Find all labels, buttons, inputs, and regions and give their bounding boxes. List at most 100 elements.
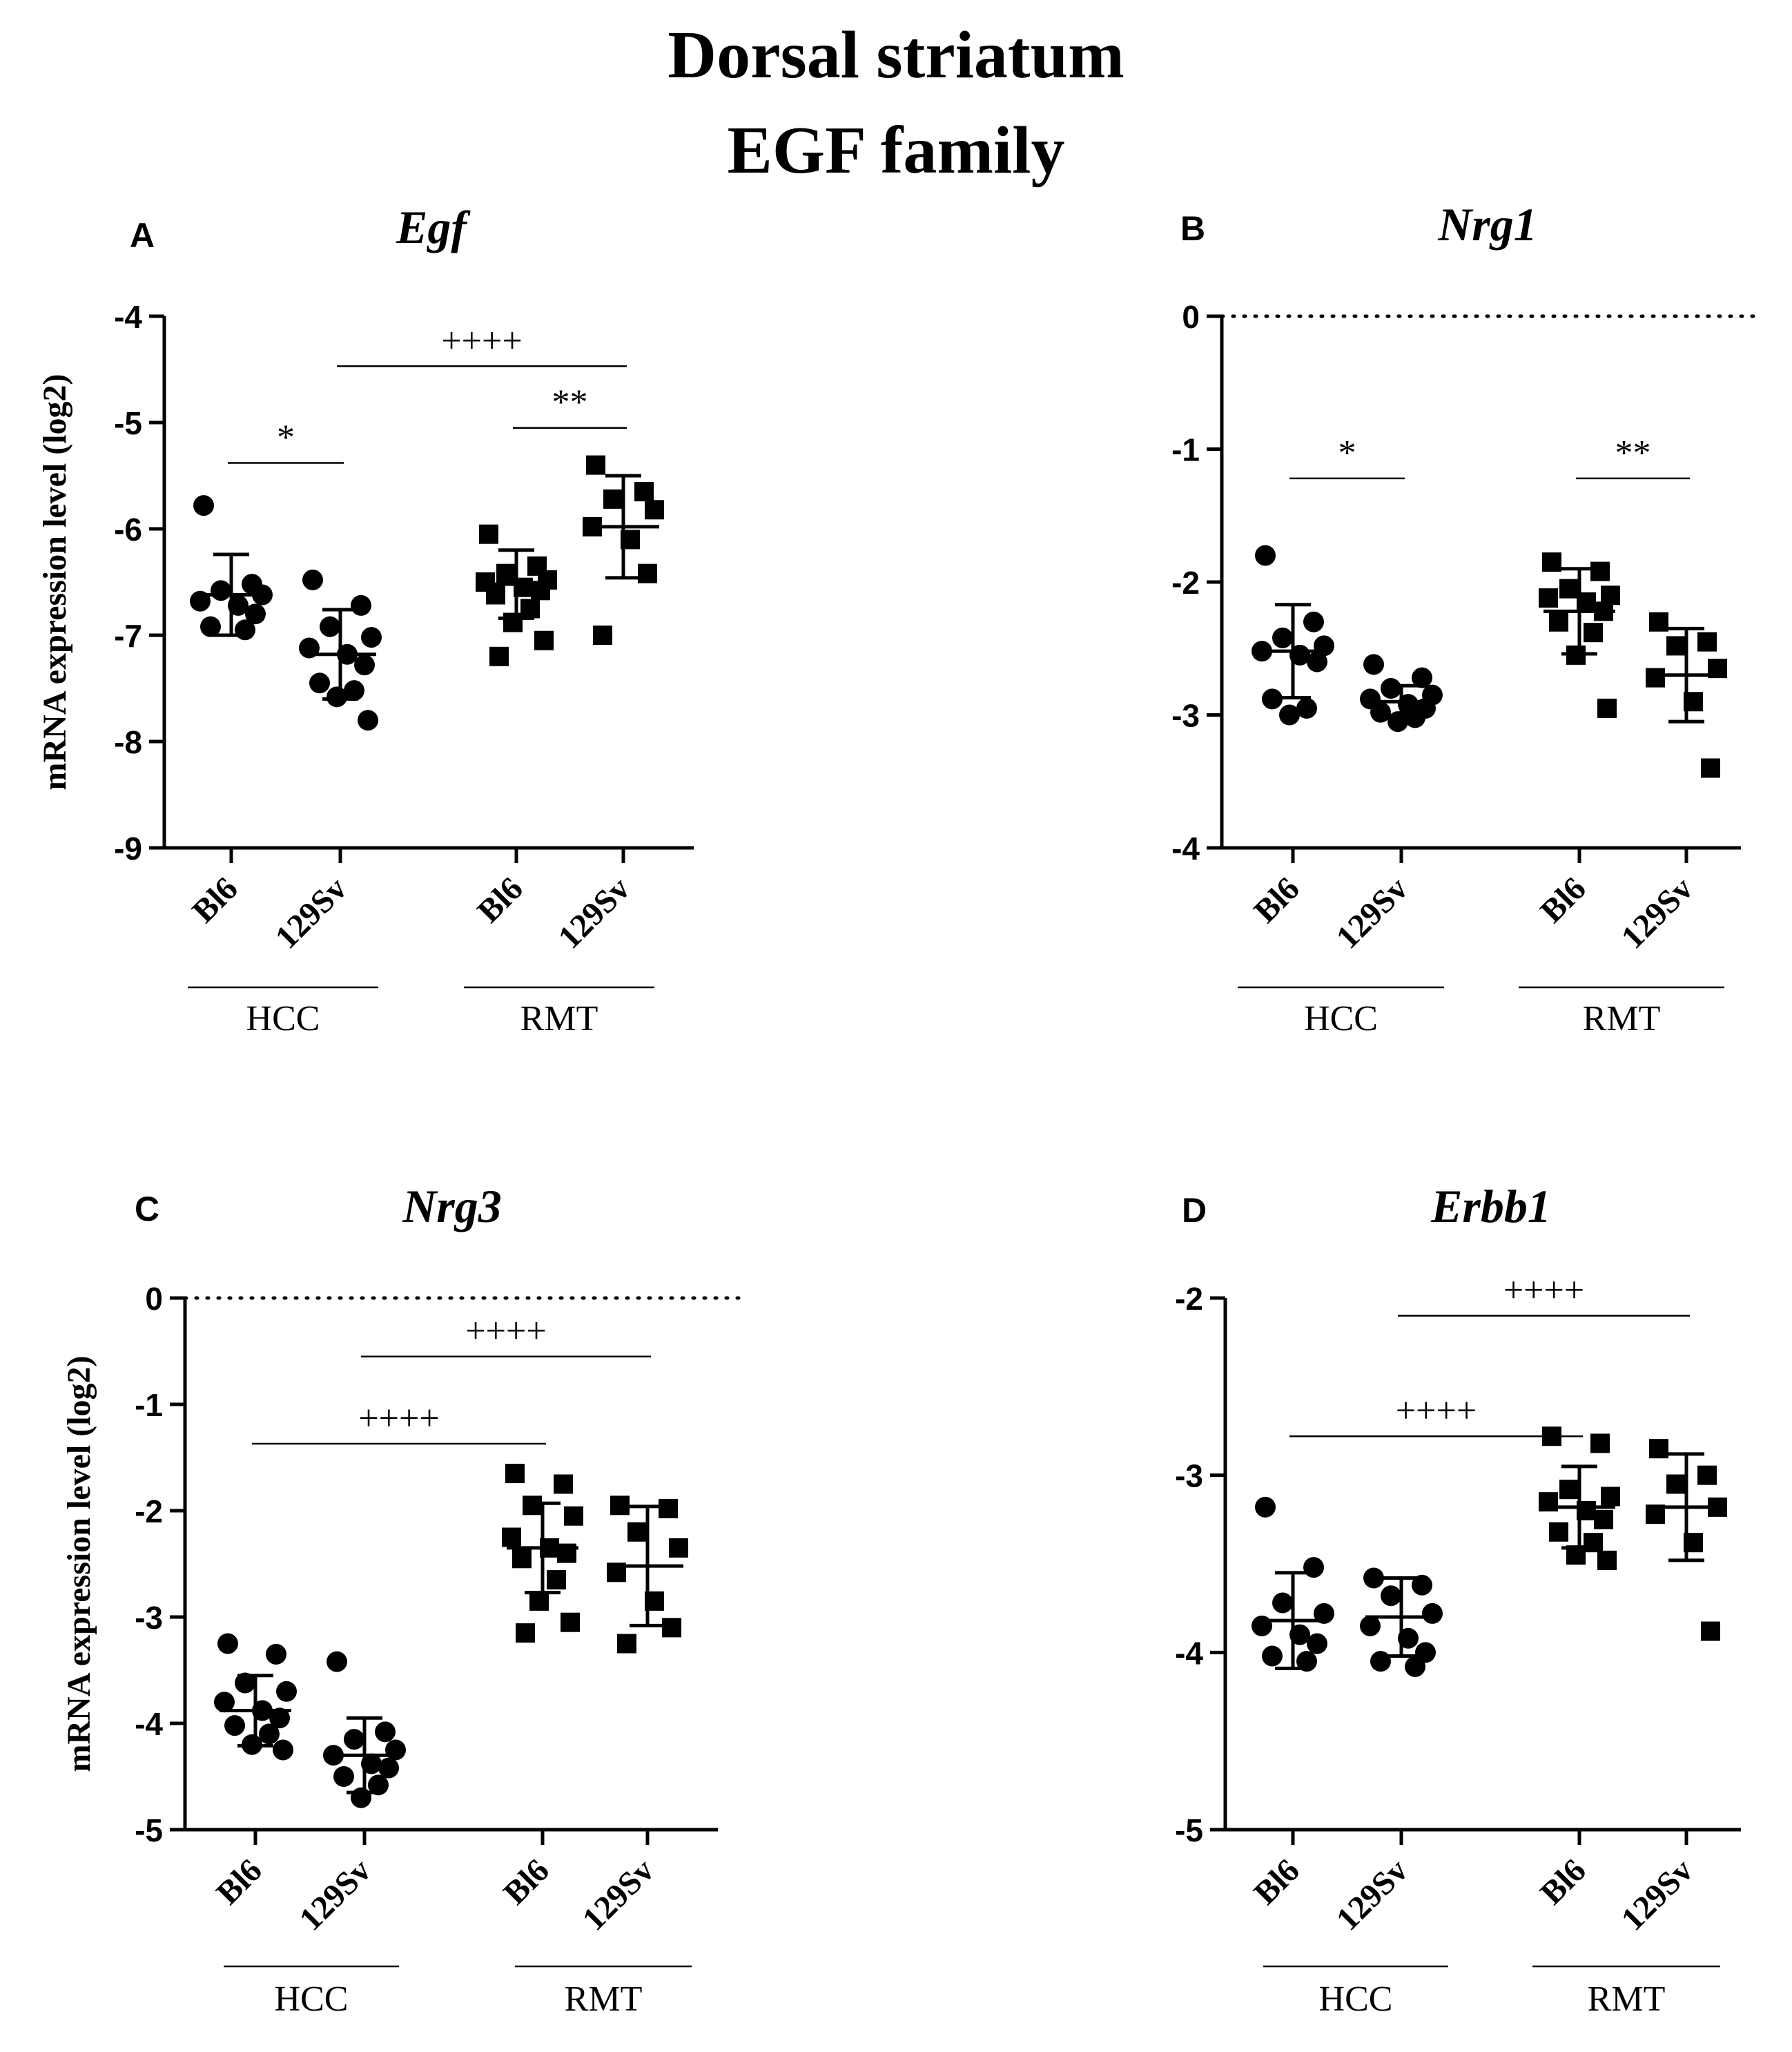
group-label: HCC xyxy=(275,1980,349,2019)
group-label: HCC xyxy=(1304,999,1378,1038)
data-point xyxy=(1559,579,1579,599)
y-tick-label: -3 xyxy=(135,1600,163,1636)
y-tick-label: -4 xyxy=(135,1706,163,1742)
data-point xyxy=(327,1651,347,1672)
data-point xyxy=(1697,1465,1717,1485)
data-point xyxy=(503,612,523,632)
data-point xyxy=(351,1787,371,1808)
data-point xyxy=(638,563,657,583)
panel-title: Nrg3 xyxy=(402,1180,502,1232)
data-point xyxy=(302,569,323,590)
y-tick-label: -7 xyxy=(114,618,142,654)
data-point xyxy=(358,710,378,731)
significance-label: ++++ xyxy=(441,321,522,360)
panels: A Egf -4 -5 -6 -7 -8 -9 mRNA expression level (l… xyxy=(37,198,1764,2019)
data-point xyxy=(273,1739,293,1761)
data-point xyxy=(1422,1603,1443,1624)
data-point xyxy=(1272,1592,1293,1614)
data-point xyxy=(1296,697,1317,719)
panel-a: A Egf -4 -5 -6 -7 -8 -9 mRNA expression level (l… xyxy=(37,201,694,1038)
data-point xyxy=(1412,1574,1432,1596)
data-point xyxy=(214,1692,235,1713)
y-tick-label: -2 xyxy=(1175,1281,1203,1317)
data-point xyxy=(529,1591,549,1611)
data-point xyxy=(502,1527,521,1547)
y-tick-label: -5 xyxy=(1175,1812,1203,1848)
series-1 xyxy=(323,1651,406,1808)
data-point xyxy=(361,627,382,648)
data-point xyxy=(344,1729,364,1750)
x-tick-label: 129Sv xyxy=(1330,1852,1415,1937)
group-label: HCC xyxy=(246,999,320,1038)
data-point xyxy=(1360,1615,1381,1636)
data-point xyxy=(554,1474,573,1494)
data-point xyxy=(269,1707,290,1729)
data-point xyxy=(368,1774,389,1796)
y-tick-label: -4 xyxy=(1175,1635,1203,1671)
data-point xyxy=(496,563,516,583)
data-point xyxy=(1381,678,1401,699)
data-point xyxy=(333,1766,354,1787)
data-point xyxy=(309,672,330,694)
data-point xyxy=(1363,654,1384,675)
data-point xyxy=(211,580,231,601)
data-point xyxy=(486,585,505,605)
panel-title: Egf xyxy=(396,201,471,253)
data-point xyxy=(1303,1557,1324,1578)
data-point xyxy=(1255,545,1276,566)
data-point xyxy=(1649,612,1668,632)
significance-label: ++++ xyxy=(465,1312,546,1351)
panel-letter: A xyxy=(130,216,155,255)
data-point xyxy=(1539,588,1558,608)
data-point xyxy=(224,1715,245,1736)
data-point xyxy=(1584,623,1603,643)
data-point xyxy=(1542,552,1561,572)
x-tick-label: Bl6 xyxy=(470,870,530,930)
x-tick-label: 129Sv xyxy=(1615,870,1700,956)
significance-label: ++++ xyxy=(1396,1391,1477,1431)
significance-label: ++++ xyxy=(358,1399,439,1438)
y-tick-label: 0 xyxy=(145,1281,163,1317)
series-0 xyxy=(1252,1496,1334,1672)
data-point xyxy=(564,1506,583,1526)
data-point xyxy=(245,603,266,625)
data-point xyxy=(1363,1567,1384,1589)
series-3 xyxy=(607,1496,688,1654)
y-tick-label: -5 xyxy=(114,405,142,441)
data-point xyxy=(512,1549,532,1569)
y-tick-label: -1 xyxy=(1171,432,1200,468)
y-tick-label: -4 xyxy=(114,299,142,335)
data-point xyxy=(1415,1642,1436,1663)
series-3 xyxy=(583,455,664,645)
group-label: RMT xyxy=(1583,999,1661,1038)
y-tick-label: 0 xyxy=(1182,299,1200,335)
panel-title: Nrg1 xyxy=(1437,198,1537,251)
data-point xyxy=(669,1538,688,1558)
data-point xyxy=(1601,1487,1620,1507)
x-tick-label: Bl6 xyxy=(1533,870,1593,930)
data-point xyxy=(320,616,340,637)
significance-label: * xyxy=(277,418,295,458)
data-point xyxy=(1272,627,1293,648)
x-tick-label: Bl6 xyxy=(209,1852,269,1912)
data-point xyxy=(1697,632,1717,652)
x-tick-label: 129Sv xyxy=(576,1852,661,1937)
data-point xyxy=(1549,1522,1568,1542)
data-point xyxy=(603,489,623,509)
data-point xyxy=(1279,704,1300,726)
data-point xyxy=(276,1681,297,1702)
data-point xyxy=(516,1623,535,1643)
data-point xyxy=(1701,758,1720,778)
data-point xyxy=(1590,1433,1610,1453)
significance-label: ** xyxy=(1615,434,1651,473)
data-point xyxy=(1594,1509,1613,1529)
data-point xyxy=(523,1496,542,1516)
y-tick-label: -6 xyxy=(114,512,142,548)
panel-c: C Nrg3 0 -1 -2 -3 -4 -5 mRNA expression level (l… xyxy=(61,1180,741,2019)
x-tick-label: Bl6 xyxy=(1247,1852,1307,1912)
data-point xyxy=(259,1723,280,1745)
data-point xyxy=(235,619,255,641)
group-label: HCC xyxy=(1319,1980,1393,2019)
